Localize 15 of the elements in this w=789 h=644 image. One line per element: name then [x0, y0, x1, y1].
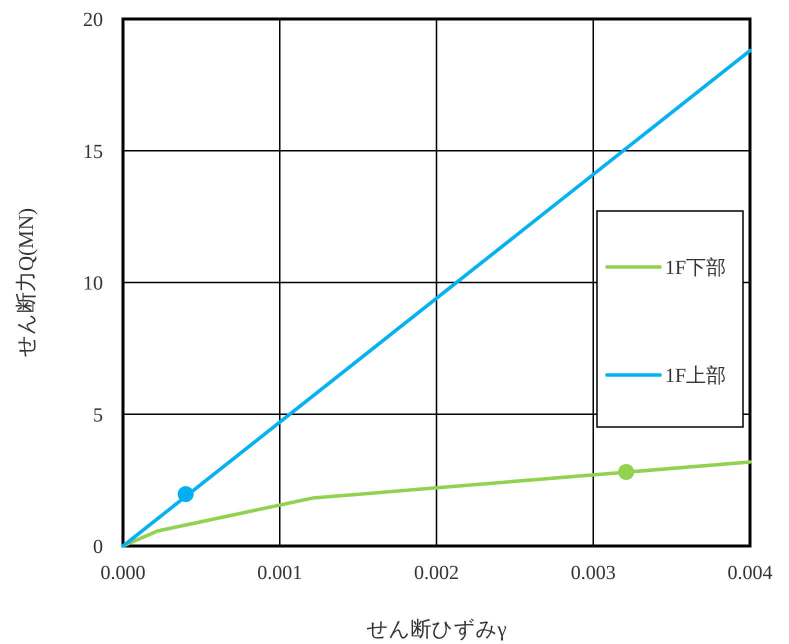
y-tick-label: 15 [83, 140, 103, 163]
x-tick-label: 0.003 [570, 562, 616, 584]
legend-label: 1F下部 [665, 257, 726, 279]
legend-label: 1F上部 [665, 365, 726, 387]
line-series [121, 460, 752, 548]
x-tick-label: 0.001 [257, 562, 302, 584]
y-axis-title: せん断力Q(MN) [14, 208, 38, 357]
x-axis-title: せん断ひずみγ [366, 617, 507, 641]
x-tick-label: 0.000 [100, 562, 146, 584]
x-tick-label: 0.004 [728, 562, 772, 584]
x-tick-label: 0.002 [414, 562, 459, 584]
y-tick-label: 10 [83, 272, 103, 294]
y-tick-label: 5 [93, 404, 103, 426]
y-tick-label: 0 [93, 536, 103, 558]
y-tick-label: 20 [83, 9, 103, 31]
